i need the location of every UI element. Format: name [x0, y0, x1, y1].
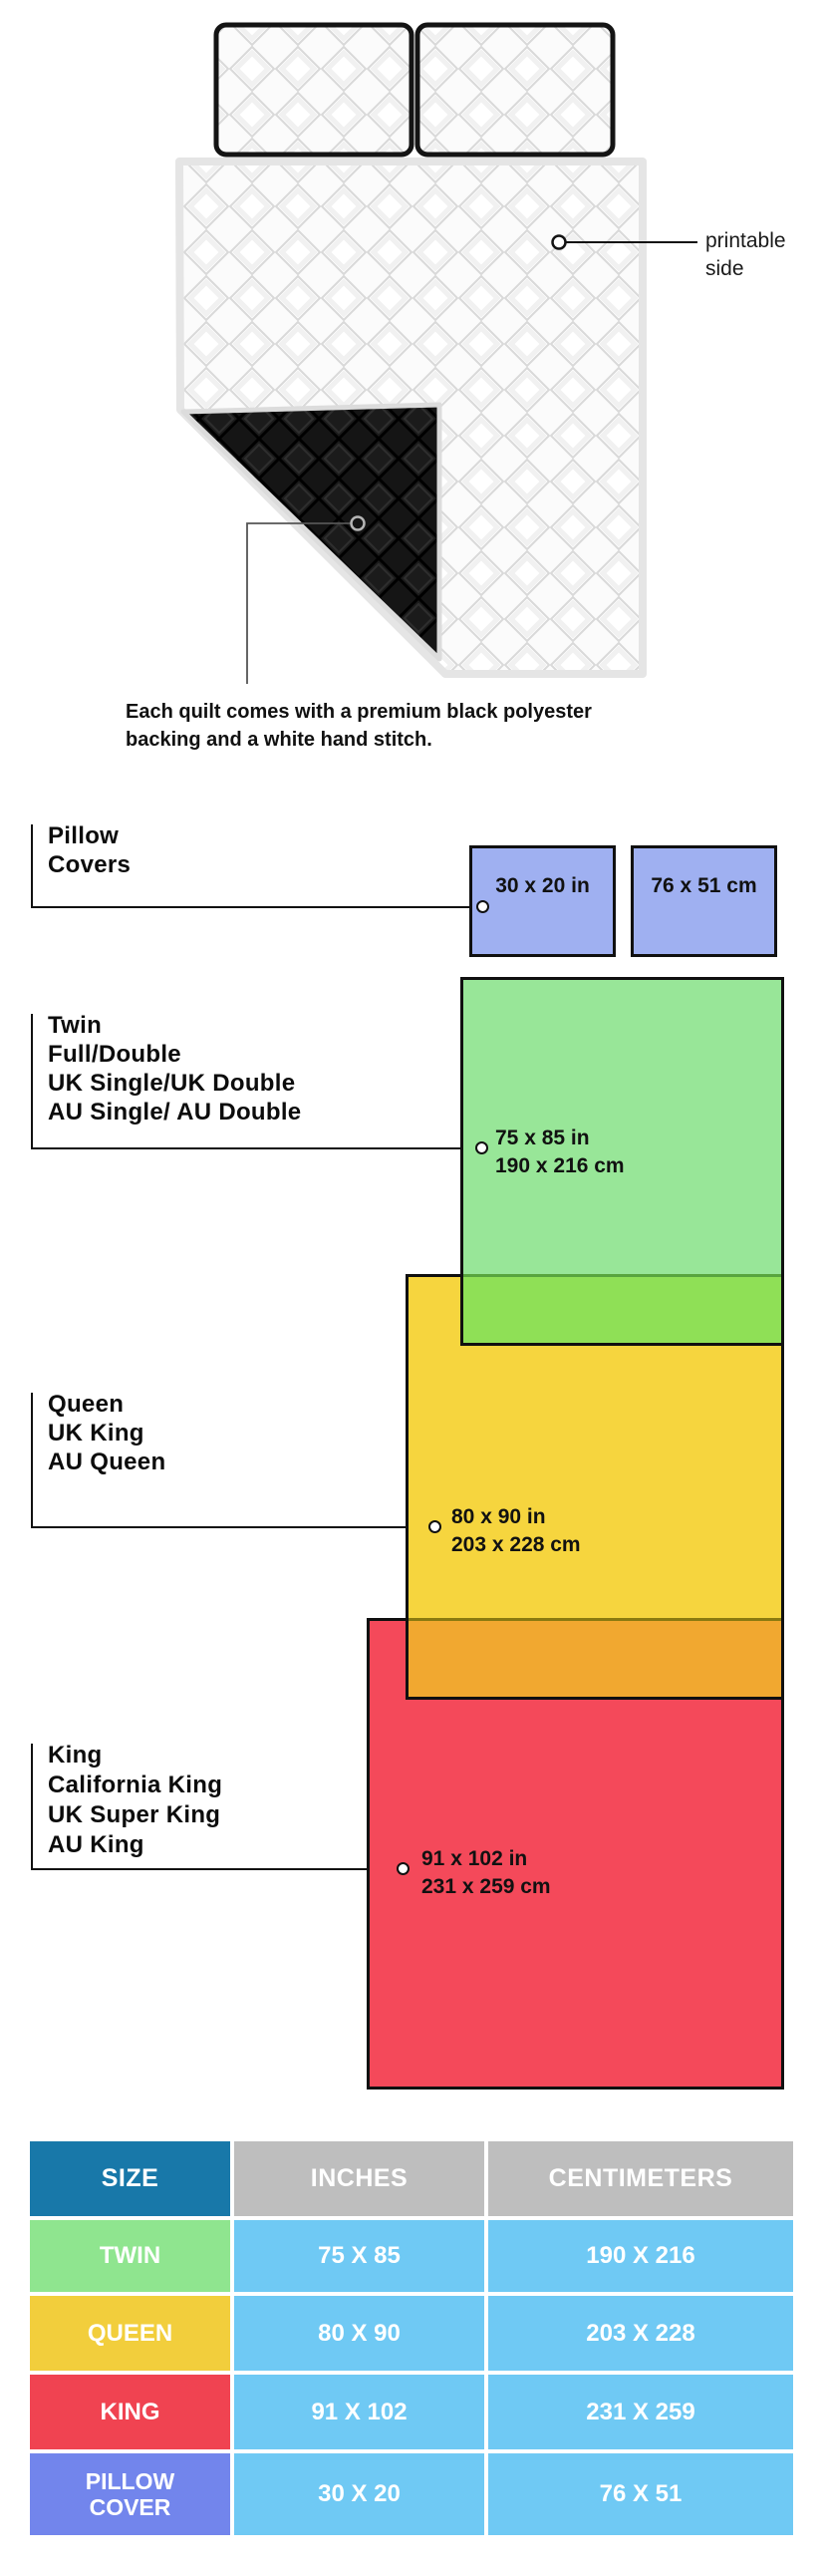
size-table: SIZE INCHES CENTIMETERS TWIN 75 X 85 190…	[30, 2141, 793, 2535]
pillow-covers-marker	[476, 900, 489, 913]
table-row-queen-inches: 80 X 90	[234, 2296, 484, 2371]
pillow-right	[414, 22, 616, 158]
table-header-centimeters: CENTIMETERS	[488, 2141, 793, 2216]
pillow-cover-inches-box: 30 x 20 in	[469, 845, 616, 957]
twin-size-box	[460, 977, 784, 1346]
queen-marker	[428, 1520, 441, 1533]
twin-marker	[475, 1141, 488, 1154]
pillow-cover-cm-box: 76 x 51 cm	[631, 845, 777, 957]
table-row-twin-inches: 75 X 85	[234, 2220, 484, 2292]
queen-label: Queen UK King AU Queen	[48, 1391, 166, 1475]
king-dimensions: 91 x 102 in 231 x 259 cm	[421, 1847, 551, 1898]
backing-marker	[350, 515, 366, 531]
backing-leader-line	[246, 522, 351, 684]
pillow-left	[213, 22, 414, 158]
twin-label: Twin Full/Double UK Single/UK Double AU …	[48, 1012, 302, 1126]
twin-dimensions: 75 x 85 in 190 x 216 cm	[495, 1127, 625, 1177]
pillow-cover-cm-value: 76 x 51 cm	[651, 874, 757, 897]
king-bracket-vertical	[31, 1744, 33, 1870]
quilt-caption: Each quilt comes with a premium black po…	[126, 701, 592, 751]
table-row-pillow-cover-size: PILLOW COVER	[30, 2453, 230, 2535]
king-marker	[397, 1862, 410, 1875]
twin-bracket-vertical	[31, 1014, 33, 1149]
printable-side-label: printable side	[705, 229, 786, 280]
printable-side-marker	[551, 234, 567, 250]
king-label: King California King UK Super King AU Ki…	[48, 1742, 223, 1858]
queen-dimensions: 80 x 90 in 203 x 228 cm	[451, 1505, 581, 1556]
twin-bracket-horizontal	[31, 1147, 475, 1149]
pillow-covers-bracket-vertical	[31, 824, 33, 908]
queen-bracket-vertical	[31, 1393, 33, 1528]
quilt-back-folded-corner	[180, 402, 442, 662]
table-row-twin-cm: 190 X 216	[488, 2220, 793, 2292]
table-row-queen-cm: 203 X 228	[488, 2296, 793, 2371]
table-row-pillow-cover-cm: 76 X 51	[488, 2453, 793, 2535]
pillow-covers-label: Pillow Covers	[48, 822, 132, 878]
table-row-twin-size: TWIN	[30, 2220, 230, 2292]
table-header-inches: INCHES	[234, 2141, 484, 2216]
table-row-pillow-cover-inches: 30 X 20	[234, 2453, 484, 2535]
pillow-cover-inches-value: 30 x 20 in	[495, 874, 590, 897]
quilt-illustration	[175, 22, 697, 684]
table-row-king-inches: 91 X 102	[234, 2375, 484, 2449]
table-header-size: SIZE	[30, 2141, 230, 2216]
pillow-covers-bracket-horizontal	[31, 906, 476, 908]
table-row-king-cm: 231 X 259	[488, 2375, 793, 2449]
table-row-king-size: KING	[30, 2375, 230, 2449]
king-bracket-horizontal	[31, 1868, 397, 1870]
table-row-queen-size: QUEEN	[30, 2296, 230, 2371]
queen-bracket-horizontal	[31, 1526, 428, 1528]
